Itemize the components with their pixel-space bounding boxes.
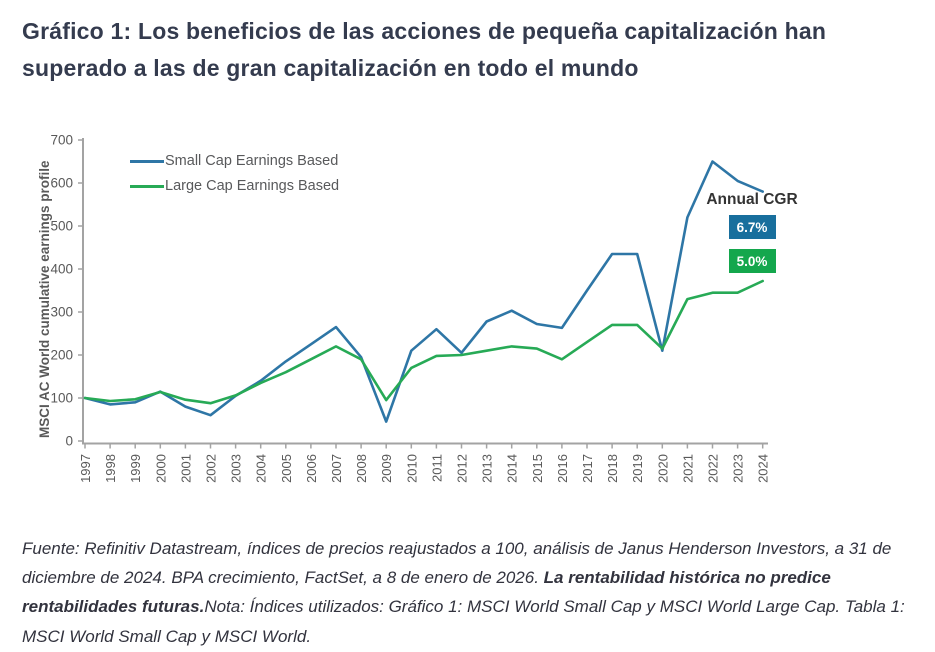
x-tick-label: 2000 [153,454,168,483]
legend-label: Small Cap Earnings Based [165,153,339,169]
x-tick-label: 2023 [731,454,746,483]
source-note: Fuente: Refinitiv Datastream, índices de… [22,534,917,651]
legend-item-small-cap: Small Cap Earnings Based [130,153,339,169]
chart-legend: Small Cap Earnings Based Large Cap Earni… [130,153,339,194]
x-tick-label: 2010 [404,454,419,483]
x-tick-label: 2002 [204,454,219,483]
annual-cgr-label: Annual CGR [706,191,798,208]
x-tick-label: 1999 [128,454,143,483]
x-tick-label: 2006 [304,454,319,483]
x-tick-label: 2017 [580,454,595,483]
page-title: Gráfico 1: Los beneficios de las accione… [22,18,827,81]
x-tick-label: 1998 [103,454,118,483]
line-series-0 [83,160,765,423]
y-tick-label: 700 [50,133,73,148]
x-tick-label: 2015 [530,454,545,483]
chart: 0 100 200 300 400 500 600 700 1997 1998 1999 2000 20… [10,120,920,520]
x-tick-label: 2012 [455,454,470,483]
y-axis-title: MSCI AC World cumulative earnings profil… [37,160,52,438]
x-tick-label: 1997 [78,454,93,483]
x-tick-label: 2018 [605,454,620,483]
chart-svg: 0 100 200 300 400 500 600 700 1997 1998 1999 2000 20… [50,133,771,483]
x-tick-label: 2005 [279,454,294,483]
y-tick-label: 500 [50,219,73,234]
x-tick-label: 2021 [680,454,695,483]
x-tick-label: 2020 [655,454,670,483]
annual-cgr-small-cap-badge: 6.7% [728,215,776,239]
y-tick-label: 400 [50,262,73,277]
x-tick-label: 2014 [505,454,520,483]
annual-cgr-annotation: Annual CGR 6.7% 5.0% [697,191,807,273]
x-tick-label: 2003 [229,454,244,483]
y-tick-label: 200 [50,348,73,363]
x-tick-label: 2011 [429,454,444,482]
small-cap-line-swatch [130,159,164,163]
x-tick-label: 2004 [254,454,269,483]
y-tick-label: 600 [50,176,73,191]
x-tick-label: 2019 [630,454,645,483]
legend-label: Large Cap Earnings Based [165,178,340,194]
x-tick-label: 2024 [756,454,771,483]
x-tick-label: 2001 [178,454,193,483]
y-tick-label: 100 [50,391,73,406]
disclaimer-text: La rentabilidad histórica no predice ren… [22,568,831,617]
y-tick-label: 300 [50,305,73,320]
annual-cgr-large-cap-badge: 5.0% [728,249,776,273]
legend-item-large-cap: Large Cap Earnings Based [130,178,339,194]
x-tick-label: 2016 [555,454,570,483]
index-note-text: Nota: Índices utilizados: Gráfico 1: MSC… [22,597,905,646]
large-cap-line-swatch [130,184,164,188]
x-tick-label: 2013 [480,454,495,483]
y-tick-label: 0 [65,434,73,449]
source-text: Fuente: Refinitiv Datastream, índices de… [22,539,892,588]
x-tick-label: 2008 [354,454,369,483]
x-tick-label: 2007 [329,454,344,483]
x-tick-label: 2009 [379,454,394,483]
line-series-1 [83,279,765,405]
x-tick-label: 2022 [706,454,721,483]
